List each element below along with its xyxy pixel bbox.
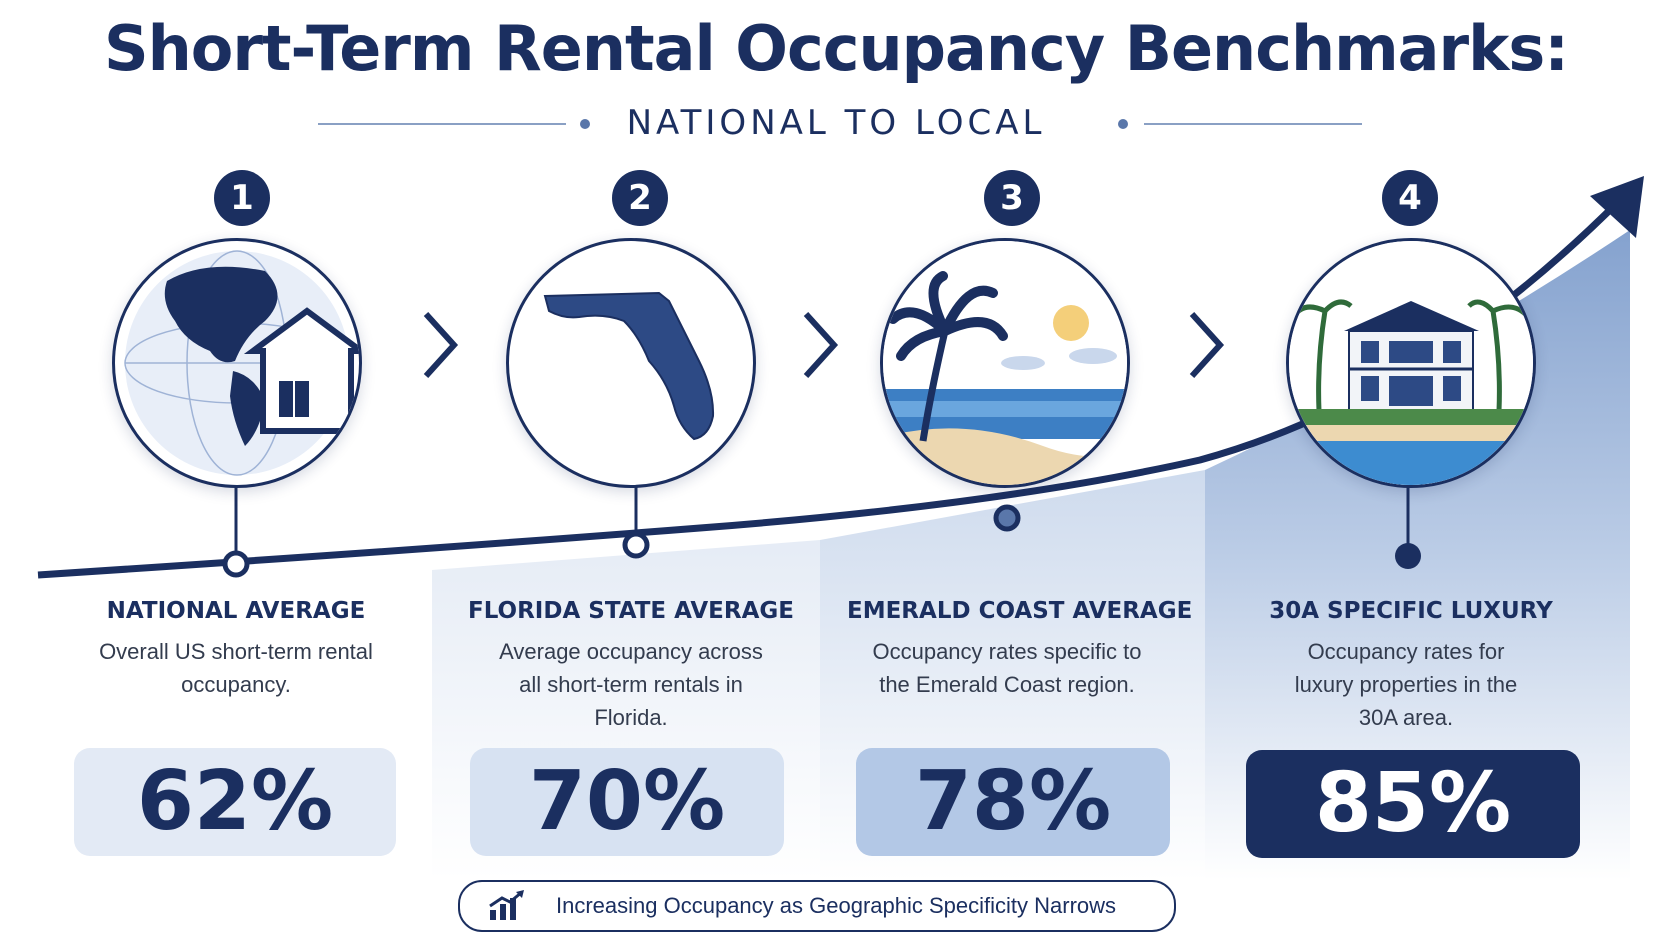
step-description-2: Average occupancy across all short-term … xyxy=(499,639,763,730)
stat-value-4: 85% xyxy=(1246,750,1580,858)
subtitle-divider-left xyxy=(318,123,566,125)
footer-caption: Increasing Occupancy as Geographic Speci… xyxy=(458,880,1176,932)
step-description-1: Overall US short-term rental occupancy. xyxy=(99,639,373,697)
subtitle-row: NATIONAL TO LOCAL xyxy=(0,103,1672,143)
florida-map-icon xyxy=(506,238,756,488)
step-number-4: 4 xyxy=(1382,170,1438,226)
footer-text: Increasing Occupancy as Geographic Speci… xyxy=(556,893,1117,918)
step-label-3: EMERALD COAST AVERAGE xyxy=(847,598,1193,624)
step-description-3: Occupancy rates specific to the Emerald … xyxy=(872,639,1142,697)
chevron-right-icon xyxy=(1189,311,1225,379)
step-label-4: 30A SPECIFIC LUXURY xyxy=(1269,598,1553,624)
subtitle-dot-right xyxy=(1118,119,1128,129)
page-title: Short-Term Rental Occupancy Benchmarks: xyxy=(103,12,1569,85)
chevron-right-icon xyxy=(423,311,459,379)
page-subtitle: NATIONAL TO LOCAL xyxy=(626,103,1046,143)
globe-house-icon xyxy=(112,238,362,488)
step-label-1: NATIONAL AVERAGE xyxy=(106,598,366,624)
subtitle-dot-left xyxy=(580,119,590,129)
stat-value-3: 78% xyxy=(856,748,1170,856)
growth-chart-icon xyxy=(489,890,524,920)
connector-dot-4 xyxy=(1395,543,1421,569)
step-number-3: 3 xyxy=(984,170,1040,226)
subtitle-divider-right xyxy=(1144,123,1362,125)
step-description-4: Occupancy rates for luxury properties in… xyxy=(1294,639,1518,730)
beach-palm-icon xyxy=(880,238,1130,488)
connector-dot-1 xyxy=(222,550,250,578)
luxury-villa-icon xyxy=(1286,238,1536,488)
stat-value-1: 62% xyxy=(74,748,396,856)
chevron-right-icon xyxy=(803,311,839,379)
connector-dot-3 xyxy=(993,504,1021,532)
connector-dot-2 xyxy=(622,531,650,559)
step-label-2: FLORIDA STATE AVERAGE xyxy=(467,598,794,624)
stat-value-2: 70% xyxy=(470,748,784,856)
step-number-1: 1 xyxy=(214,170,270,226)
step-number-2: 2 xyxy=(612,170,668,226)
trend-arrow-head xyxy=(1590,176,1644,238)
